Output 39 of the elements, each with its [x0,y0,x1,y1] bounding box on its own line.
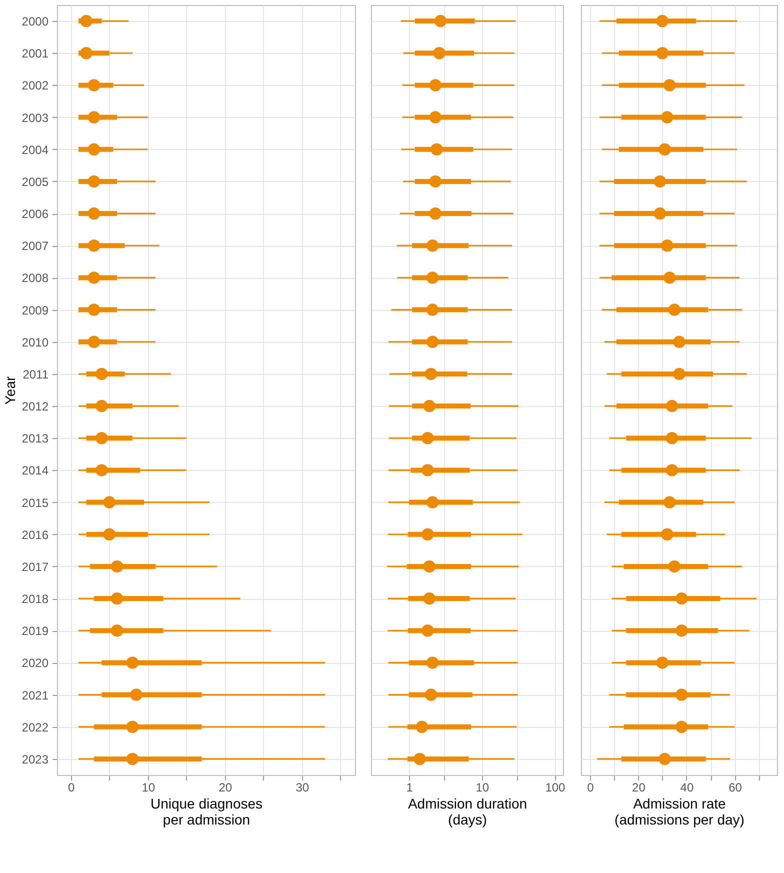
y-tick-label: 2003 [22,110,49,125]
y-tick-label: 2007 [22,239,49,254]
x-tick-label: 20 [218,780,232,794]
x-axis-title: Admission duration (days) [408,796,528,828]
x-tick-label: 10 [142,780,156,794]
x-tick-label: 30 [296,780,310,794]
y-tick-label: 2014 [22,464,49,478]
x-tick-label: 1 [406,780,414,794]
x-tick-label: 10 [476,780,490,794]
y-tick-label: 2015 [22,496,49,510]
y-tick-label: 2013 [22,432,49,446]
x-tick-label: 0 [68,780,76,794]
y-tick-label: 2022 [22,720,49,734]
y-tick-label: 2000 [22,14,49,29]
x-axis-title: Admission rate (admissions per day) [614,796,744,828]
x-tick-label: 40 [680,780,694,794]
y-axis-title: Year [2,376,18,405]
y-tick-label: 2020 [22,656,49,670]
y-tick-label: 2009 [22,303,49,318]
y-tick-label: 2012 [22,400,49,414]
y-tick-label: 2002 [22,78,49,93]
y-tick-label: 2010 [22,335,49,350]
y-tick-label: 2001 [22,46,49,61]
y-tick-label: 2017 [22,560,49,574]
y-tick-label: 2011 [22,367,49,382]
y-tick-label: 2019 [22,624,49,638]
y-tick-label: 2004 [22,142,49,157]
y-tick-label: 2005 [22,174,49,189]
x-tick-label: 0 [587,780,594,794]
y-tick-label: 2018 [22,592,49,606]
x-tick-label: 60 [728,780,742,794]
y-tick-label: 2008 [22,271,49,286]
x-axis-title: Unique diagnoses per admission [150,796,263,828]
y-tick-label: 2016 [22,528,49,542]
x-tick-label: 100 [545,780,566,794]
y-tick-label: 2006 [22,207,49,222]
x-tick-label: 20 [632,780,646,794]
y-tick-label: 2023 [22,752,49,766]
y-tick-label: 2021 [22,688,49,702]
